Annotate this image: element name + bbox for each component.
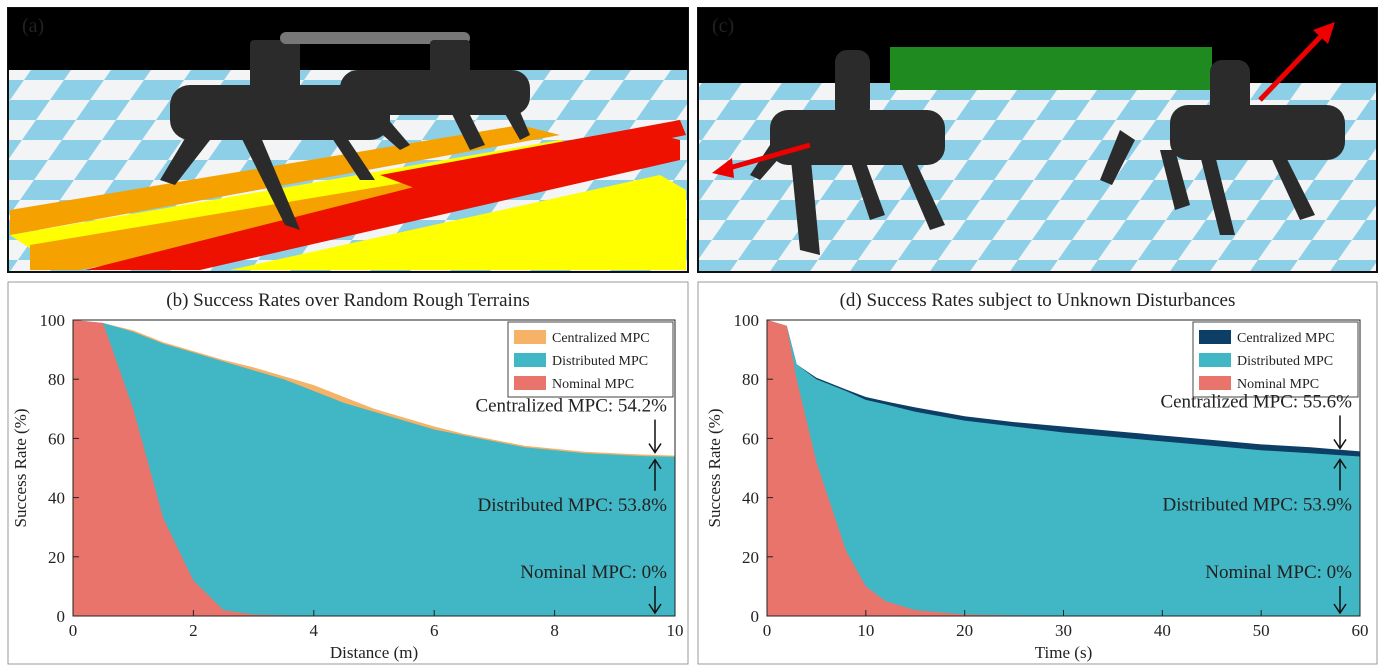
image-panel-c (697, 7, 1378, 273)
panel-frame (7, 281, 689, 665)
x-tick-label: 8 (550, 621, 559, 640)
x-tick-label: 10 (857, 621, 874, 640)
x-axis-label: Time (s) (1035, 643, 1092, 662)
annotation: Centralized MPC: 54.2% (475, 396, 667, 417)
legend-label: Nominal MPC (1237, 377, 1319, 392)
y-axis-label: Success Rate (%) (11, 409, 30, 528)
x-tick-label: 0 (69, 621, 78, 640)
y-tick-label: 80 (48, 370, 65, 389)
annotation: Distributed MPC: 53.9% (1163, 494, 1353, 515)
y-tick-label: 0 (751, 607, 760, 626)
x-tick-label: 30 (1055, 621, 1072, 640)
y-tick-label: 20 (742, 548, 759, 567)
annotation: Distributed MPC: 53.8% (478, 495, 668, 516)
x-tick-label: 0 (763, 621, 772, 640)
y-tick-label: 0 (57, 607, 66, 626)
image-panel-a (7, 7, 689, 273)
y-tick-label: 100 (40, 311, 66, 330)
annotation-arrowhead (1333, 458, 1347, 469)
chart-title: (d) Success Rates subject to Unknown Dis… (840, 290, 1236, 311)
legend-label: Distributed MPC (552, 354, 648, 369)
area (73, 320, 675, 616)
x-axis-label: Distance (m) (330, 643, 418, 662)
x-tick-label: 40 (1154, 621, 1171, 640)
annotation: Nominal MPC: 0% (1205, 562, 1352, 583)
x-tick-label: 6 (430, 621, 439, 640)
x-tick-label: 10 (667, 621, 684, 640)
legend-swatch (514, 330, 546, 344)
x-tick-label: 60 (1352, 621, 1369, 640)
annotation-arrowhead (648, 443, 662, 454)
y-tick-label: 80 (742, 370, 759, 389)
y-tick-label: 20 (48, 548, 65, 567)
annotation: Centralized MPC: 55.6% (1160, 391, 1352, 412)
y-tick-label: 40 (48, 489, 65, 508)
annotation-arrowhead (648, 603, 662, 615)
x-tick-label: 4 (310, 621, 319, 640)
x-tick-label: 50 (1253, 621, 1270, 640)
legend-swatch (514, 376, 546, 390)
panel-label: (c) (712, 15, 734, 37)
legend-label: Centralized MPC (1237, 331, 1335, 346)
legend-label: Distributed MPC (1237, 354, 1333, 369)
annotation-arrowhead (1333, 439, 1347, 450)
plot-frame (72, 319, 676, 617)
x-tick-label: 2 (189, 621, 198, 640)
panel-label: (a) (22, 15, 44, 37)
annotation-arrowhead (648, 458, 662, 470)
area (73, 320, 675, 616)
annotation-arrowhead (1333, 603, 1347, 615)
x-tick-label: 20 (956, 621, 973, 640)
panel-frame (697, 281, 1378, 665)
legend-swatch (514, 353, 546, 367)
y-tick-label: 40 (742, 489, 759, 508)
chart-title: (b) Success Rates over Random Rough Terr… (166, 290, 529, 311)
y-tick-label: 100 (734, 311, 760, 330)
legend-swatch (1199, 353, 1231, 367)
legend-swatch (1199, 330, 1231, 344)
legend-label: Nominal MPC (552, 377, 634, 392)
area (767, 320, 1360, 616)
legend-swatch (1199, 376, 1231, 390)
legend-label: Centralized MPC (552, 331, 650, 346)
y-tick-label: 60 (48, 429, 65, 448)
y-tick-label: 60 (742, 429, 759, 448)
area (767, 320, 1360, 616)
y-axis-label: Success Rate (%) (705, 409, 724, 528)
annotation: Nominal MPC: 0% (520, 562, 667, 583)
